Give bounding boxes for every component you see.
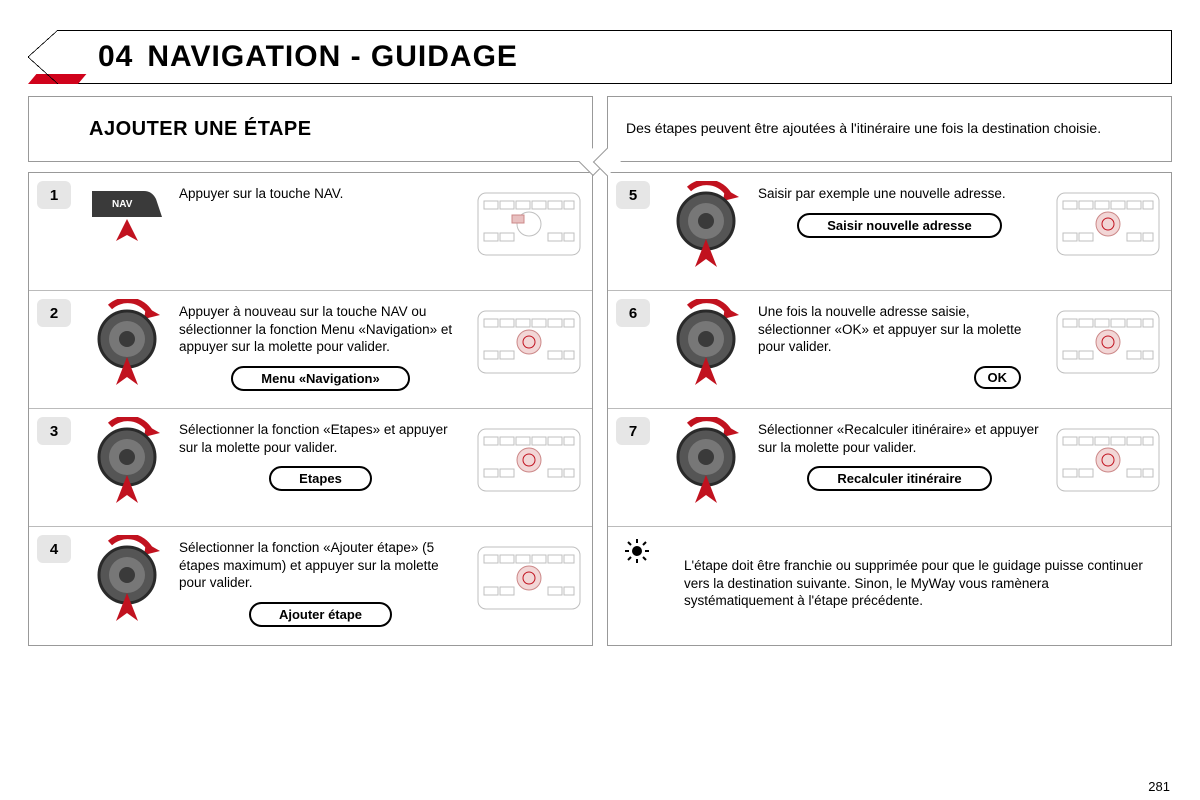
left-column: 1 NAV Appuyer sur la touche NAV.	[28, 172, 593, 646]
step-row: 7 Sélectionner «Recalculer itinéraire» e…	[608, 409, 1171, 527]
step-menu-pill: OK	[974, 366, 1022, 389]
step-body: Sélectionner «Recalculer itinéraire» et …	[754, 417, 1049, 491]
tip-text: L'étape doit être franchie ou supprimée …	[684, 557, 1155, 610]
step-number-badge: 7	[616, 417, 650, 445]
step-row: 6 Une fois la nouvelle adresse saisie, s…	[608, 291, 1171, 409]
control-panel-icon	[476, 305, 582, 379]
control-panel-icon	[1055, 423, 1161, 497]
step-text: Une fois la nouvelle adresse saisie, sél…	[758, 303, 1041, 356]
tip-row: L'étape doit être franchie ou supprimée …	[608, 527, 1171, 637]
dial-knob-icon	[665, 417, 747, 507]
step-text: Sélectionner «Recalculer itinéraire» et …	[758, 421, 1041, 456]
step-icon	[658, 299, 754, 389]
step-icon	[658, 181, 754, 271]
step-number-badge: 4	[37, 535, 71, 563]
step-row: 2 Appuyer à nouveau sur la touche NAV ou…	[29, 291, 592, 409]
control-panel-icon	[476, 187, 582, 261]
step-row: 1 NAV Appuyer sur la touche NAV.	[29, 173, 592, 291]
step-menu-pill: Ajouter étape	[249, 602, 392, 627]
control-panel-icon	[476, 541, 582, 615]
page-title-bar: 04 NAVIGATION - GUIDAGE	[58, 30, 1172, 84]
control-panel-icon	[1055, 305, 1161, 379]
step-icon	[79, 535, 175, 625]
dial-knob-icon	[86, 299, 168, 389]
step-icon	[79, 417, 175, 507]
step-number-badge: 2	[37, 299, 71, 327]
control-panel-icon	[1055, 187, 1161, 261]
step-number-badge: 1	[37, 181, 71, 209]
subheader-row: AJOUTER UNE ÉTAPE Des étapes peuvent êtr…	[28, 96, 1172, 162]
lightbulb-icon	[620, 537, 654, 565]
section-number: 04	[98, 40, 133, 73]
subheader-heading: AJOUTER UNE ÉTAPE	[89, 118, 312, 141]
dial-knob-icon	[665, 299, 747, 389]
dial-knob-icon	[86, 417, 168, 507]
page-title: 04 NAVIGATION - GUIDAGE	[98, 40, 518, 74]
step-menu-pill: Etapes	[269, 466, 372, 491]
step-body: Sélectionner la fonction «Ajouter étape»…	[175, 535, 470, 627]
step-number-badge: 6	[616, 299, 650, 327]
step-text: Appuyer à nouveau sur la touche NAV ou s…	[179, 303, 462, 356]
step-icon	[658, 417, 754, 507]
step-menu-pill: Recalculer itinéraire	[807, 466, 991, 491]
step-body: Sélectionner la fonction «Etapes» et app…	[175, 417, 470, 491]
step-body: Appuyer sur la touche NAV.	[175, 181, 470, 203]
step-row: 4 Sélectionner la fonction «Ajouter étap…	[29, 527, 592, 645]
right-column: 5 Saisir par exemple une nouvelle adress…	[607, 172, 1172, 646]
section-title: NAVIGATION - GUIDAGE	[147, 40, 518, 73]
step-number-badge: 5	[616, 181, 650, 209]
step-body: Appuyer à nouveau sur la touche NAV ou s…	[175, 299, 470, 391]
control-panel-icon	[476, 423, 582, 497]
dial-knob-icon	[665, 181, 747, 271]
page-number: 281	[1148, 779, 1170, 794]
step-row: 3 Sélectionner la fonction «Etapes» et a…	[29, 409, 592, 527]
step-number-badge: 3	[37, 417, 71, 445]
step-body: Une fois la nouvelle adresse saisie, sél…	[754, 299, 1049, 389]
subheader-note: Des étapes peuvent être ajoutées à l'iti…	[626, 120, 1101, 138]
step-text: Saisir par exemple une nouvelle adresse.	[758, 185, 1041, 203]
step-text: Appuyer sur la touche NAV.	[179, 185, 462, 203]
subheader-left: AJOUTER UNE ÉTAPE	[28, 96, 593, 162]
step-text: Sélectionner la fonction «Etapes» et app…	[179, 421, 462, 456]
title-red-accent	[28, 74, 86, 84]
step-menu-pill: Menu «Navigation»	[231, 366, 409, 391]
svg-text:NAV: NAV	[112, 199, 133, 210]
step-row: 5 Saisir par exemple une nouvelle adress…	[608, 173, 1171, 291]
nav-button-icon: NAV	[86, 181, 168, 245]
step-icon: NAV	[79, 181, 175, 245]
step-body: Saisir par exemple une nouvelle adresse.…	[754, 181, 1049, 238]
step-menu-pill: Saisir nouvelle adresse	[797, 213, 1002, 238]
step-text: Sélectionner la fonction «Ajouter étape»…	[179, 539, 462, 592]
dial-knob-icon	[86, 535, 168, 625]
steps-columns: 1 NAV Appuyer sur la touche NAV.	[28, 172, 1172, 646]
subheader-right: Des étapes peuvent être ajoutées à l'iti…	[607, 96, 1172, 162]
step-icon	[79, 299, 175, 389]
